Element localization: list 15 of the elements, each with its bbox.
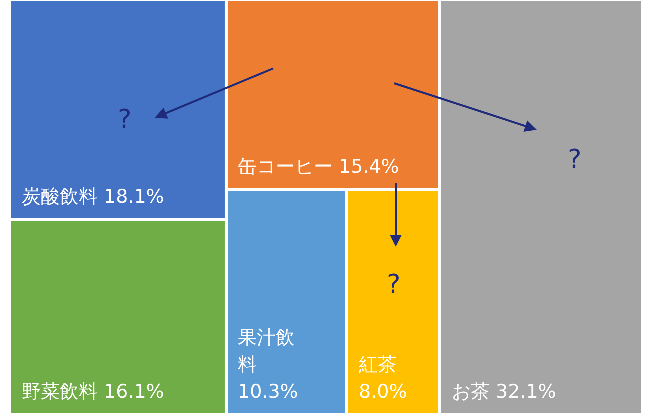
data-label: 8.0% bbox=[359, 381, 408, 403]
data-label: 16.1% bbox=[104, 381, 164, 403]
category-label: 缶コーヒー bbox=[238, 156, 333, 178]
data-label: 15.4% bbox=[339, 156, 400, 178]
category-label: 紅茶 bbox=[359, 354, 397, 376]
text: ? bbox=[387, 270, 401, 300]
data-label: 10.3% bbox=[238, 381, 298, 403]
category-label: 野菜飲料 bbox=[22, 381, 98, 403]
data-label: 32.1% bbox=[496, 381, 556, 403]
text: ? bbox=[568, 145, 582, 175]
text: ? bbox=[118, 105, 132, 135]
category-label: 炭酸飲料 bbox=[22, 186, 98, 208]
category-label: 果汁飲料 bbox=[238, 327, 295, 376]
category-label: お茶 bbox=[452, 381, 490, 403]
data-label: 18.1% bbox=[104, 186, 164, 208]
